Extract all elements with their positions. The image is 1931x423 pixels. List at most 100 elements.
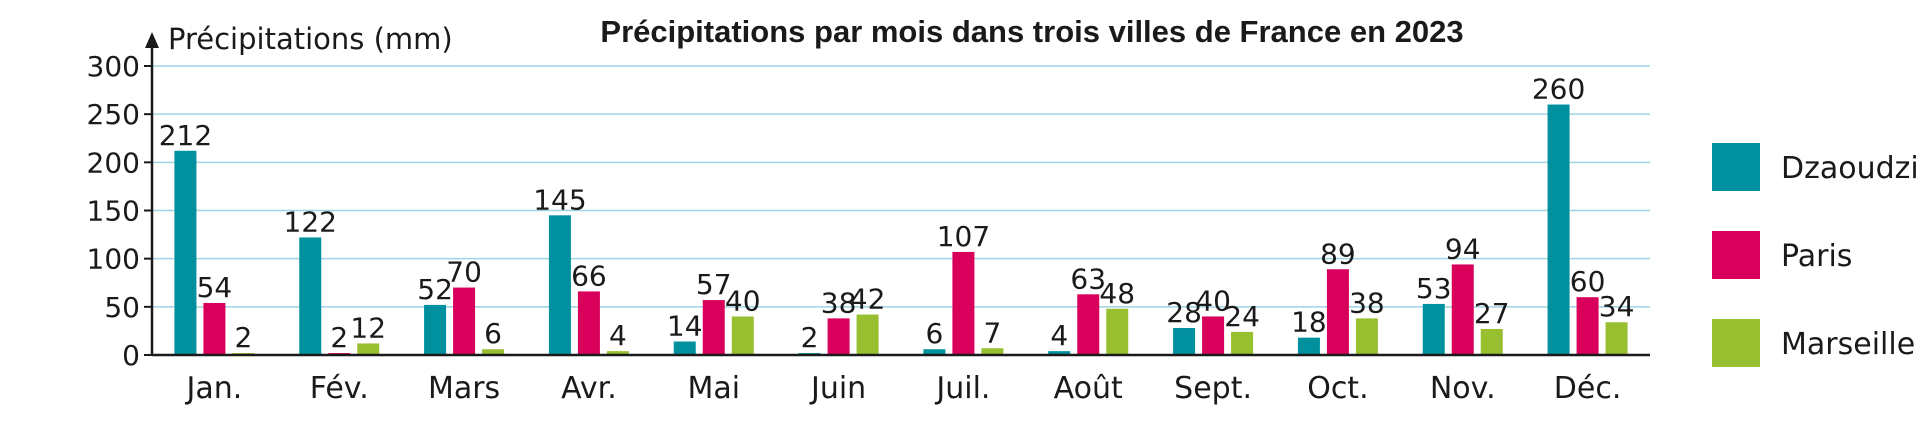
data-label: 52 — [417, 273, 453, 306]
bar-dzaoudzi — [548, 215, 571, 355]
data-label: 63 — [1070, 262, 1106, 295]
bar-paris — [702, 300, 725, 355]
bar-marseille — [1480, 328, 1503, 355]
data-label: 24 — [1224, 300, 1260, 333]
data-label: 2 — [330, 321, 348, 354]
y-tick-label: 100 — [87, 243, 140, 276]
y-axis-label: Précipitations (mm) — [168, 22, 453, 56]
data-label: 70 — [446, 256, 482, 289]
bar-dzaoudzi — [1048, 351, 1071, 355]
bar-dzaoudzi — [1547, 104, 1570, 356]
bar-marseille — [1231, 331, 1254, 355]
data-label: 40 — [725, 284, 761, 317]
bar-paris — [952, 251, 975, 355]
bar-paris — [577, 291, 600, 355]
data-label: 48 — [1099, 277, 1135, 310]
legend-label: Marseille — [1781, 327, 1915, 362]
bar-paris — [203, 302, 226, 355]
data-label: 38 — [821, 286, 857, 319]
x-category-label: Juil. — [934, 371, 990, 406]
bar-paris — [1326, 269, 1349, 355]
x-category-label: Fév. — [310, 371, 369, 406]
x-category-label: Jan. — [185, 371, 243, 406]
data-label: 212 — [159, 119, 212, 152]
legend-label: Dzaoudzi — [1781, 151, 1919, 186]
bar-dzaoudzi — [299, 237, 322, 355]
data-label: 4 — [609, 319, 627, 352]
data-label: 260 — [1532, 73, 1585, 106]
data-label: 2 — [801, 321, 819, 354]
bar-marseille — [1605, 322, 1628, 355]
y-tick-label: 150 — [87, 195, 140, 228]
legend-swatch-dzaoudzi — [1712, 143, 1760, 191]
chart-title: Précipitations par mois dans trois ville… — [600, 14, 1463, 49]
data-label: 27 — [1474, 297, 1510, 330]
data-label: 145 — [533, 183, 586, 216]
data-label: 122 — [284, 205, 337, 238]
legend-label: Paris — [1781, 239, 1852, 274]
bar-dzaoudzi — [673, 341, 696, 355]
axes: 0 50 100 150 200 250 300 Jan. Fév. Mars Avr. Mai Jui… — [87, 32, 1650, 406]
bar-dzaoudzi — [1422, 303, 1445, 355]
data-label: 94 — [1445, 232, 1481, 265]
bar-marseille — [856, 314, 879, 355]
data-label: 107 — [937, 220, 990, 253]
data-label: 6 — [484, 317, 502, 350]
y-tick-label: 300 — [87, 50, 140, 83]
bar-paris — [1077, 294, 1100, 355]
x-category-label: Mars — [428, 371, 500, 406]
x-category-label: Oct. — [1307, 371, 1368, 406]
data-label: 38 — [1349, 286, 1385, 319]
bar-dzaoudzi — [424, 304, 447, 355]
data-label: 7 — [984, 316, 1002, 349]
data-label: 28 — [1166, 296, 1202, 329]
bar-dzaoudzi — [1173, 328, 1196, 355]
bar-paris — [827, 318, 850, 355]
legend-swatch-paris — [1712, 231, 1760, 279]
data-label: 12 — [350, 311, 386, 344]
gridlines — [152, 65, 1650, 308]
x-category-label: Août — [1054, 371, 1123, 406]
bar-marseille — [981, 348, 1004, 355]
bar-dzaoudzi — [1297, 337, 1320, 355]
data-label: 14 — [667, 310, 703, 343]
bar-marseille — [731, 316, 754, 355]
y-tick-label: 0 — [122, 339, 140, 372]
bar-paris — [1451, 264, 1474, 355]
x-category-label: Mai — [687, 371, 740, 406]
bar-paris — [1576, 297, 1599, 355]
data-label: 66 — [571, 259, 607, 292]
x-category-label: Avr. — [561, 371, 617, 406]
data-label: 18 — [1291, 306, 1327, 339]
bar-marseille — [606, 351, 629, 355]
x-category-label: Déc. — [1554, 371, 1622, 406]
y-axis-arrow — [145, 32, 159, 48]
y-tick-label: 250 — [87, 98, 140, 131]
x-category-label: Sept. — [1174, 371, 1252, 406]
data-label: 4 — [1050, 319, 1068, 352]
x-category-label: Nov. — [1430, 371, 1496, 406]
bar-marseille — [482, 349, 505, 355]
bar-marseille — [1106, 308, 1129, 355]
data-label: 40 — [1195, 284, 1231, 317]
x-category-label: Juin — [809, 371, 866, 406]
bar-dzaoudzi — [923, 349, 946, 355]
bar-paris — [1202, 316, 1225, 355]
data-label: 42 — [850, 283, 886, 316]
legend: Dzaoudzi Paris Marseille — [1712, 143, 1919, 367]
data-label: 6 — [926, 317, 944, 350]
bar-marseille — [1355, 318, 1378, 355]
bar-marseille — [357, 343, 380, 355]
data-label: 2 — [235, 321, 253, 354]
data-label: 89 — [1320, 237, 1356, 270]
legend-swatch-marseille — [1712, 319, 1760, 367]
data-label: 60 — [1570, 265, 1606, 298]
data-label: 54 — [197, 271, 233, 304]
data-label: 53 — [1416, 272, 1452, 305]
y-tick-label: 200 — [87, 146, 140, 179]
data-label: 57 — [696, 268, 732, 301]
y-tick-label: 50 — [104, 291, 140, 324]
data-label: 34 — [1599, 290, 1635, 323]
